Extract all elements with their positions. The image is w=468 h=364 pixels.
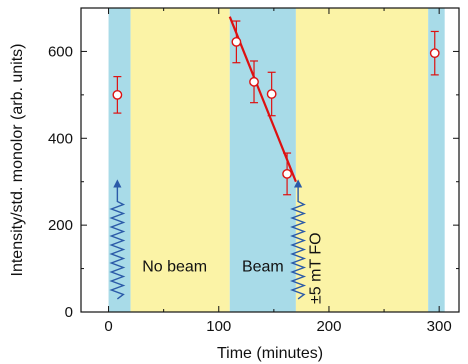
x-tick-label: 0 <box>104 318 112 335</box>
region-band-no-beam <box>130 8 230 312</box>
region-band-beam <box>108 8 131 312</box>
background-bands <box>108 8 445 312</box>
annotation-field-oscillation: ±5 mT FO <box>308 232 325 304</box>
plot-frame <box>80 7 460 313</box>
region-band-beam <box>229 8 296 312</box>
fit-line-group <box>228 16 297 183</box>
data-point <box>231 36 242 47</box>
beam-arrows <box>109 179 307 300</box>
y-axis-label: Intensity/std. monolor (arb. units) <box>9 44 26 277</box>
data-points <box>112 20 440 196</box>
y-tick-label: 600 <box>48 43 73 60</box>
y-tick-label: 0 <box>65 304 73 321</box>
annotation-beam: Beam <box>242 258 284 275</box>
x-tick-label: 200 <box>316 318 341 335</box>
data-point <box>249 76 259 87</box>
data-point <box>266 89 277 99</box>
x-axis-label: Time (minutes) <box>217 345 323 362</box>
wavy-arrow-2 <box>290 179 307 300</box>
region-band-no-beam <box>295 8 429 312</box>
y-tick-label: 400 <box>48 130 73 147</box>
data-point <box>429 48 440 59</box>
x-tick-label: 300 <box>427 318 452 335</box>
y-tick-label: 200 <box>48 217 73 234</box>
wavy-arrow-1 <box>109 179 126 300</box>
data-point <box>282 168 292 179</box>
annotation-no-beam: No beam <box>142 258 207 275</box>
data-point <box>112 89 123 100</box>
axis-ticks: 0 100 200 300 0 200 400 600 <box>48 8 459 335</box>
fit-line <box>228 16 297 183</box>
region-band-beam <box>428 8 445 312</box>
x-tick-label: 100 <box>206 318 231 335</box>
